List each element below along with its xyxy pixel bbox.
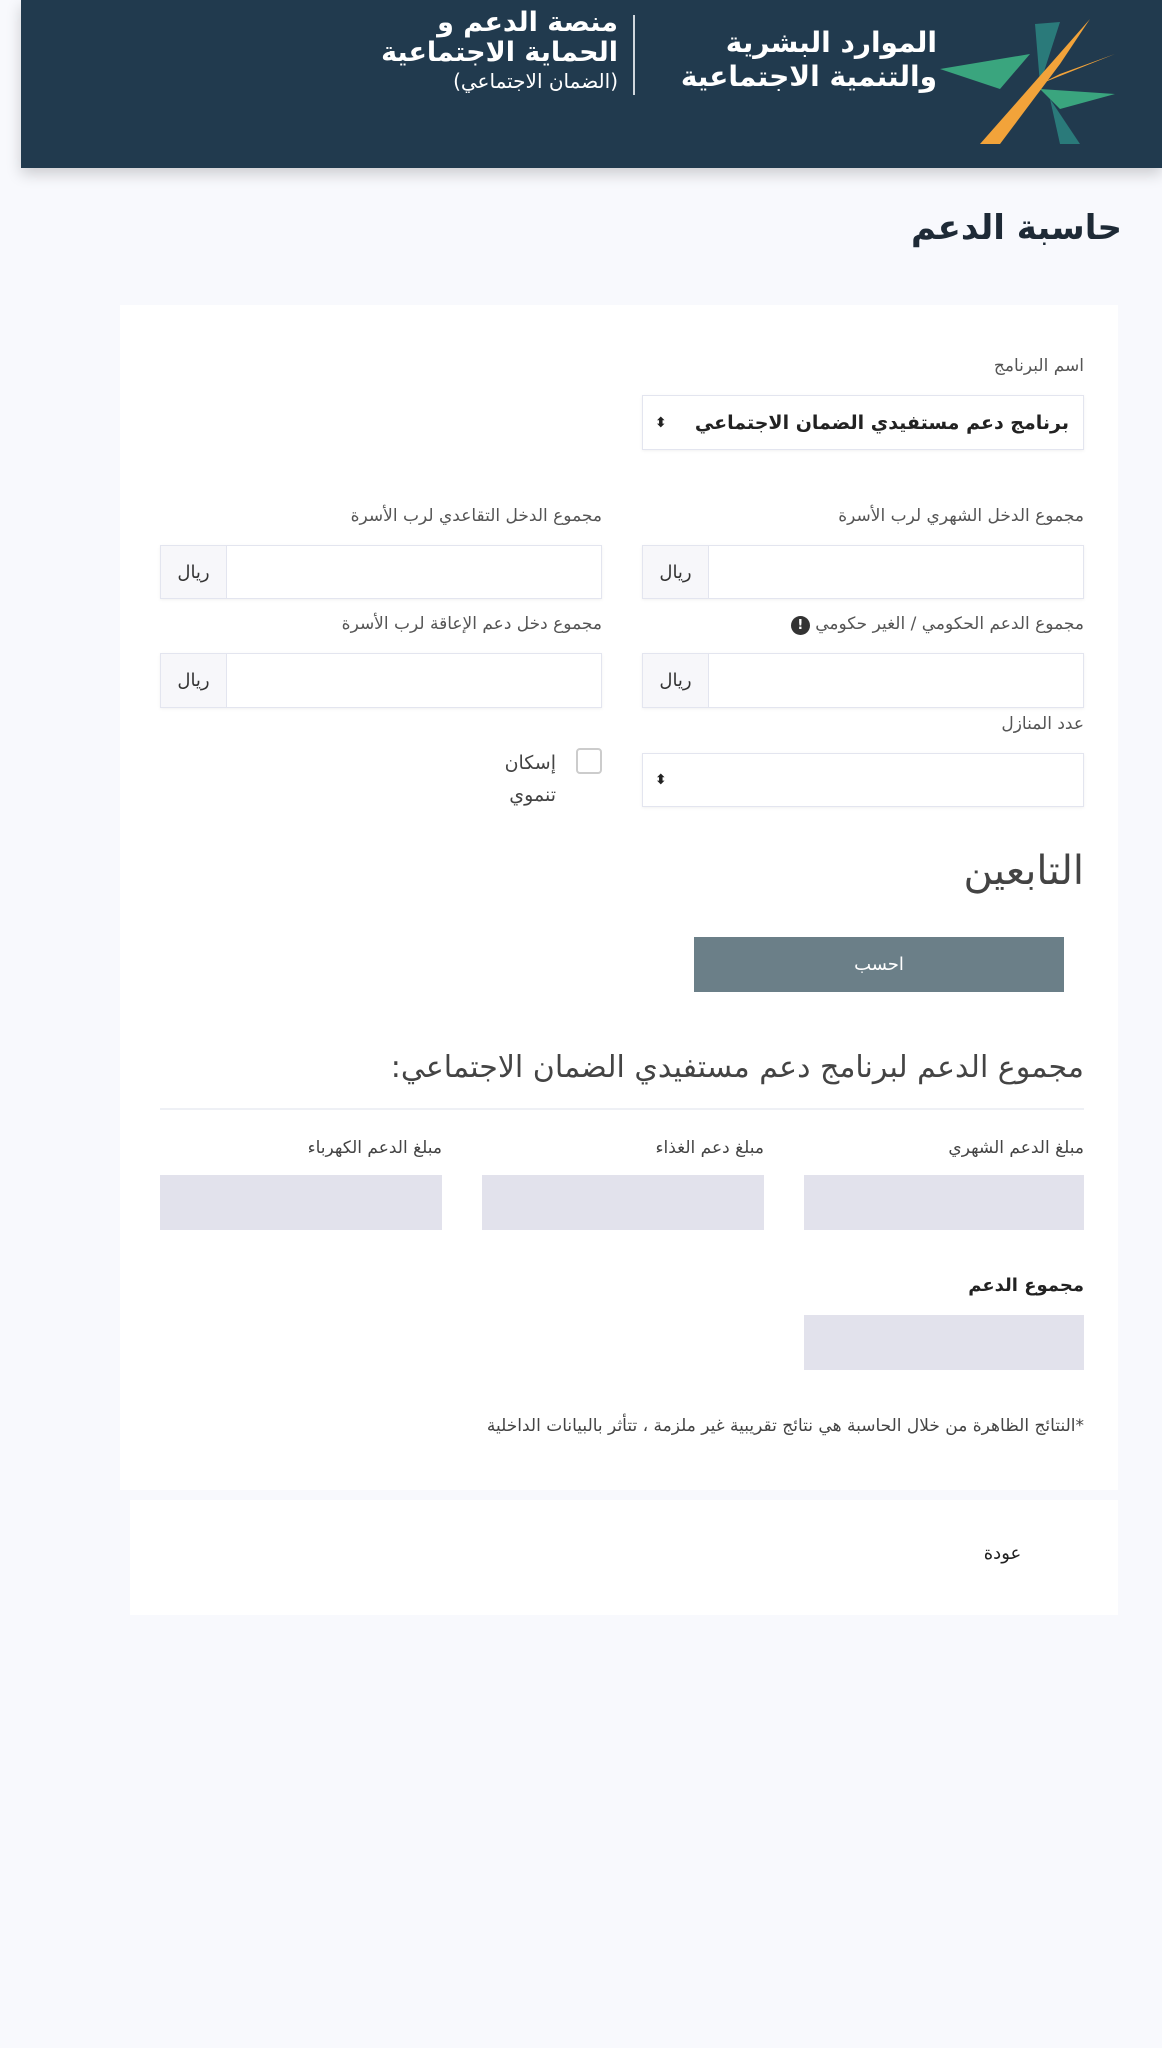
platform-name: منصة الدعم و الحماية الاجتماعية (الضمان … <box>381 7 618 94</box>
results-heading: مجموع الدعم لبرنامج دعم مستفيدي الضمان ا… <box>390 1050 1084 1085</box>
info-icon[interactable]: ! <box>790 616 810 635</box>
page-title: حاسبة الدعم <box>911 208 1122 248</box>
gov-support-label: مجموع الدعم الحكومي / الغير حكومي ! <box>790 614 1084 635</box>
calculator-card <box>120 305 1118 1490</box>
ministry-logo-icon <box>940 19 1115 144</box>
food-support-label: مبلغ دعم الغذاء <box>655 1138 765 1158</box>
monthly-support-value <box>804 1175 1084 1230</box>
calculate-button[interactable]: احسب <box>694 937 1064 992</box>
header-divider <box>633 15 635 95</box>
housing-checkbox-label: إسكان تنموي <box>504 752 556 806</box>
dependents-heading: التابعين <box>963 848 1084 894</box>
select-arrows-icon: ⬍ <box>655 772 667 788</box>
food-support-value <box>482 1175 764 1230</box>
electricity-support-label: مبلغ الدعم الكهرباء <box>307 1138 442 1158</box>
disability-income-input[interactable]: ريال <box>160 653 602 708</box>
monthly-support-label: مبلغ الدعم الشهري <box>948 1138 1084 1158</box>
disability-income-label: مجموع دخل دعم الإعاقة لرب الأسرة <box>341 614 602 634</box>
retirement-income-label: مجموع الدخل التقاعدي لرب الأسرة <box>350 506 602 526</box>
divider <box>160 1108 1084 1110</box>
back-button[interactable]: عودة <box>925 1530 1080 1576</box>
disclaimer: *النتائج الظاهرة من خلال الحاسبة هي نتائ… <box>486 1416 1084 1436</box>
program-select[interactable]: برنامج دعم مستفيدي الضمان الاجتماعي ⬍ <box>642 395 1084 450</box>
total-support-value <box>804 1315 1084 1370</box>
monthly-income-label: مجموع الدخل الشهري لرب الأسرة <box>838 506 1084 526</box>
electricity-support-value <box>160 1175 442 1230</box>
houses-label: عدد المنازل <box>1001 714 1084 734</box>
retirement-income-input[interactable]: ريال <box>160 545 602 599</box>
houses-select[interactable]: ⬍ <box>642 753 1084 807</box>
housing-checkbox[interactable] <box>576 748 602 774</box>
select-arrows-icon: ⬍ <box>655 414 667 431</box>
program-label: اسم البرنامج <box>993 356 1084 376</box>
ministry-name: الموارد البشرية والتنمية الاجتماعية <box>680 26 937 93</box>
header: الموارد البشرية والتنمية الاجتماعية منصة… <box>21 0 1162 168</box>
monthly-income-input[interactable]: ريال <box>642 545 1084 599</box>
gov-support-input[interactable]: ريال <box>642 653 1084 708</box>
total-support-label: مجموع الدعم <box>968 1275 1084 1296</box>
